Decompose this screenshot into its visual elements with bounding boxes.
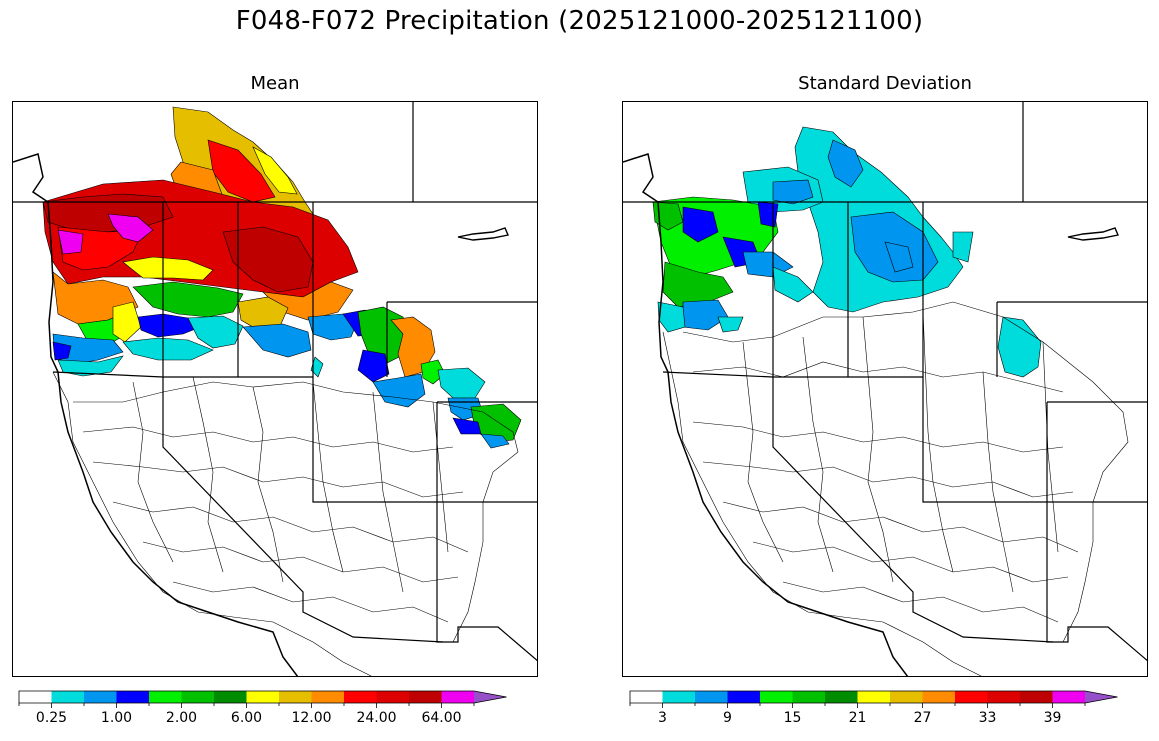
stddev-colorbar-cell <box>1085 691 1118 703</box>
mean-coastline <box>13 153 299 676</box>
stddev-colorbar-tick-label: 15 <box>783 710 802 726</box>
stddev-colorbar-cell <box>955 691 988 703</box>
stddev-lake <box>1067 227 1119 241</box>
mean-colorbar-cell <box>409 691 442 703</box>
stddev-colorbar-tick-label: 27 <box>913 710 932 726</box>
stddev-colorbar-cell <box>727 691 761 703</box>
mean-colorbar-tick-label: 1.00 <box>100 710 133 726</box>
figure-title: F048-F072 Precipitation (2025121000-2025… <box>235 6 924 36</box>
stddev-colorbar-cell <box>857 691 891 703</box>
mean-colorbar-tick-label: 12.00 <box>291 710 332 726</box>
stddev-colorbar-tick-label: 33 <box>978 710 997 726</box>
mean-colorbar-tick-label: 0.25 <box>35 710 68 726</box>
mean-colorbar-cell <box>279 691 312 703</box>
stddev-colorbar-cell <box>760 691 793 703</box>
mean-map-svg <box>13 102 537 676</box>
mean-colorbar-cell <box>214 691 247 703</box>
stddev-map <box>622 101 1148 677</box>
stddev-map-svg <box>623 102 1147 676</box>
stddev-colorbar-cell <box>825 691 858 703</box>
stddev-colorbar-cell <box>890 691 923 703</box>
stddev-precip-regions <box>652 126 1042 378</box>
stddev-state-boundaries <box>623 102 1147 662</box>
mean-colorbar-cell <box>19 691 52 703</box>
stddev-colorbar-cell <box>792 691 826 703</box>
mean-panel-title: Mean <box>250 73 300 94</box>
mean-colorbar-cell <box>51 691 85 703</box>
stddev-basin-outlines <box>662 301 1129 676</box>
stddev-colorbar-outline <box>629 690 1118 704</box>
stddev-colorbar-tick-label: 3 <box>658 710 667 726</box>
stddev-colorbar <box>629 689 1142 708</box>
mean-basin-outlines <box>52 371 519 676</box>
stddev-colorbar-cell <box>1052 691 1086 703</box>
mean-state-boundaries <box>13 102 537 662</box>
stddev-panel-title: Standard Deviation <box>798 73 972 94</box>
stddev-colorbar-tick-label: 39 <box>1043 710 1062 726</box>
mean-colorbar-outline <box>18 690 507 704</box>
stddev-colorbar-cell <box>630 691 663 703</box>
mean-precip-regions <box>42 106 522 449</box>
mean-map <box>12 101 538 677</box>
stddev-colorbar-cell <box>987 691 1021 703</box>
mean-colorbar-cell <box>181 691 215 703</box>
stddev-colorbar-cell <box>662 691 696 703</box>
mean-colorbar-cell <box>441 691 475 703</box>
mean-colorbar-tick-label: 24.00 <box>356 710 397 726</box>
mean-colorbar-cell <box>84 691 117 703</box>
mean-colorbar-cell <box>149 691 182 703</box>
mean-colorbar-tick-label: 64.00 <box>421 710 462 726</box>
mean-colorbar <box>18 689 531 708</box>
stddev-colorbar-tick-label: 9 <box>723 710 732 726</box>
stddev-colorbar-cell <box>695 691 728 703</box>
stddev-coastline <box>623 153 909 676</box>
mean-colorbar-tick-label: 6.00 <box>230 710 263 726</box>
mean-colorbar-cell <box>116 691 150 703</box>
stddev-colorbar-cell <box>1020 691 1053 703</box>
mean-colorbar-cell <box>311 691 345 703</box>
mean-colorbar-tick-label: 2.00 <box>165 710 198 726</box>
mean-lake <box>457 227 509 241</box>
mean-colorbar-cell <box>474 691 507 703</box>
mean-colorbar-cell <box>246 691 280 703</box>
stddev-colorbar-cell <box>922 691 956 703</box>
mean-colorbar-cell <box>376 691 410 703</box>
mean-colorbar-cell <box>344 691 377 703</box>
stddev-colorbar-tick-label: 21 <box>848 710 867 726</box>
